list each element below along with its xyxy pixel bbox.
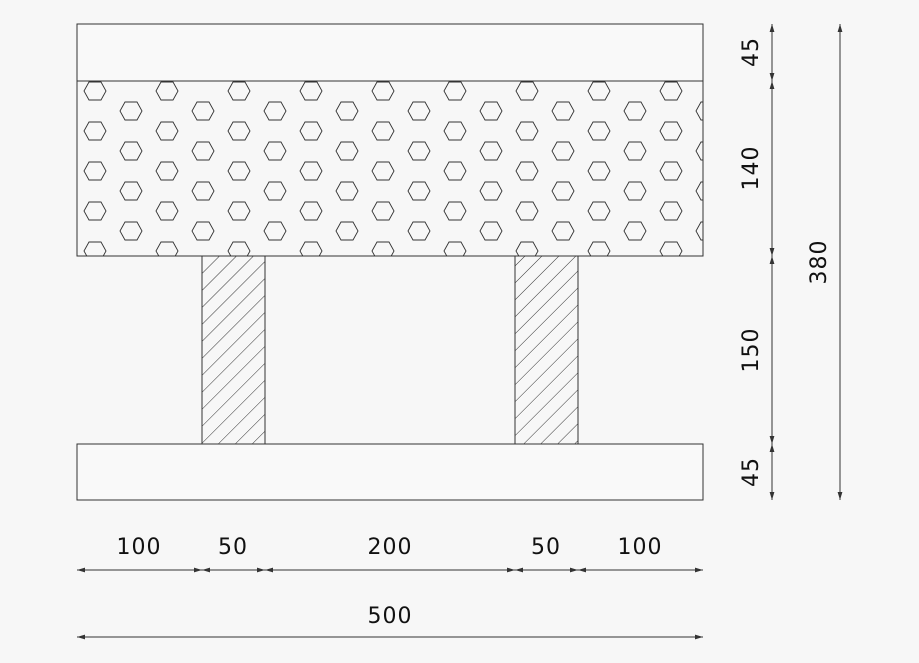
dim-label: 50 [218,535,248,560]
hex-layer [76,80,704,257]
dim-label: 45 [739,37,764,67]
dim-label: 200 [368,535,413,560]
dim-label: 150 [739,328,764,373]
bottom-slab [76,443,704,501]
dim-label: 50 [531,535,561,560]
total-width-label: 500 [368,604,413,629]
column-right [514,255,579,445]
dim-label: 45 [739,457,764,487]
top-slab [76,23,704,82]
total-height-label: 380 [807,240,832,285]
dimension-lines [77,24,843,640]
dim-label: 100 [618,535,663,560]
column-left [201,255,266,445]
hex-fill [77,81,703,256]
dim-label: 140 [739,146,764,191]
dim-label: 100 [117,535,162,560]
